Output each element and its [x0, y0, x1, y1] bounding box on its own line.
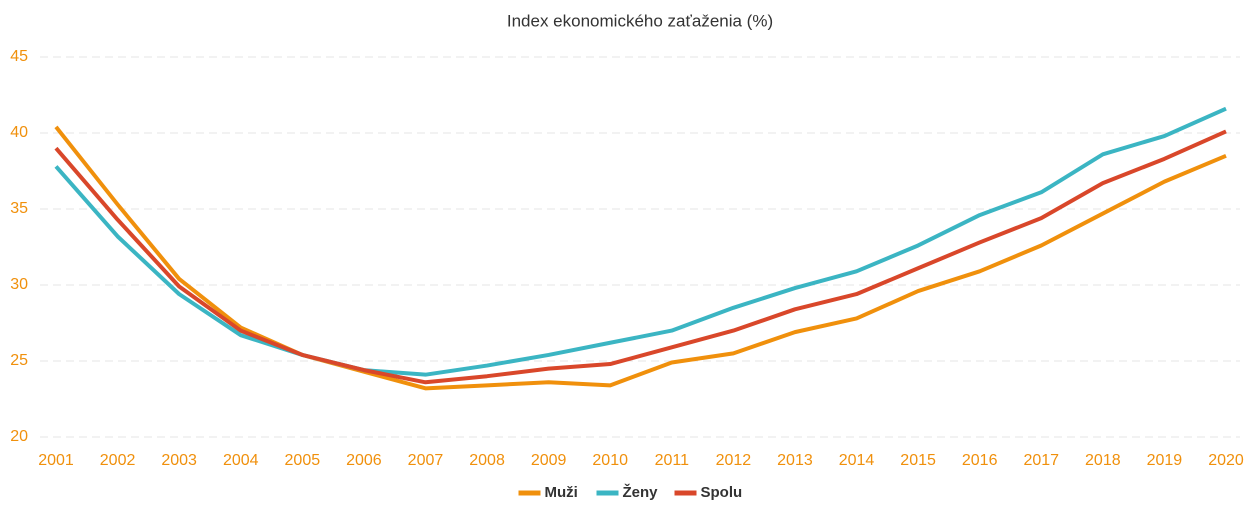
x-tick-label: 2019: [1147, 452, 1183, 469]
x-tick-label: 2008: [469, 452, 505, 469]
x-tick-label: 2010: [592, 452, 628, 469]
x-tick-label: 2003: [161, 452, 197, 469]
y-tick-label: 20: [10, 428, 28, 445]
x-tick-label: 2016: [962, 452, 998, 469]
x-tick-label: 2018: [1085, 452, 1121, 469]
y-tick-label: 40: [10, 124, 28, 141]
x-tick-label: 2011: [655, 452, 690, 469]
legend-label: Ženy: [623, 483, 659, 501]
x-tick-label: 2015: [900, 452, 936, 469]
x-tick-label: 2007: [408, 452, 444, 469]
x-tick-label: 2017: [1023, 452, 1059, 469]
y-tick-label: 25: [10, 352, 28, 369]
chart-title: Index ekonomického zaťaženia (%): [507, 11, 773, 30]
y-tick-label: 30: [10, 276, 28, 293]
x-tick-label: 2006: [346, 452, 382, 469]
line-series: [54, 129, 1227, 385]
line-series: [54, 125, 1227, 391]
x-tick-label: 2014: [839, 452, 875, 469]
x-tick-label: 2013: [777, 452, 813, 469]
x-tick-label: 2001: [38, 452, 74, 469]
x-tick-label: 2002: [100, 452, 136, 469]
y-tick-label: 45: [10, 48, 28, 65]
line-series: [54, 106, 1227, 377]
x-tick-label: 2005: [285, 452, 321, 469]
x-tick-label: 2009: [531, 452, 567, 469]
legend-label: Spolu: [701, 484, 743, 501]
x-tick-label: 2004: [223, 452, 259, 469]
y-tick-label: 35: [10, 200, 28, 217]
x-tick-label: 2020: [1208, 452, 1244, 469]
legend-label: Muži: [545, 484, 578, 501]
x-tick-label: 2012: [716, 452, 752, 469]
